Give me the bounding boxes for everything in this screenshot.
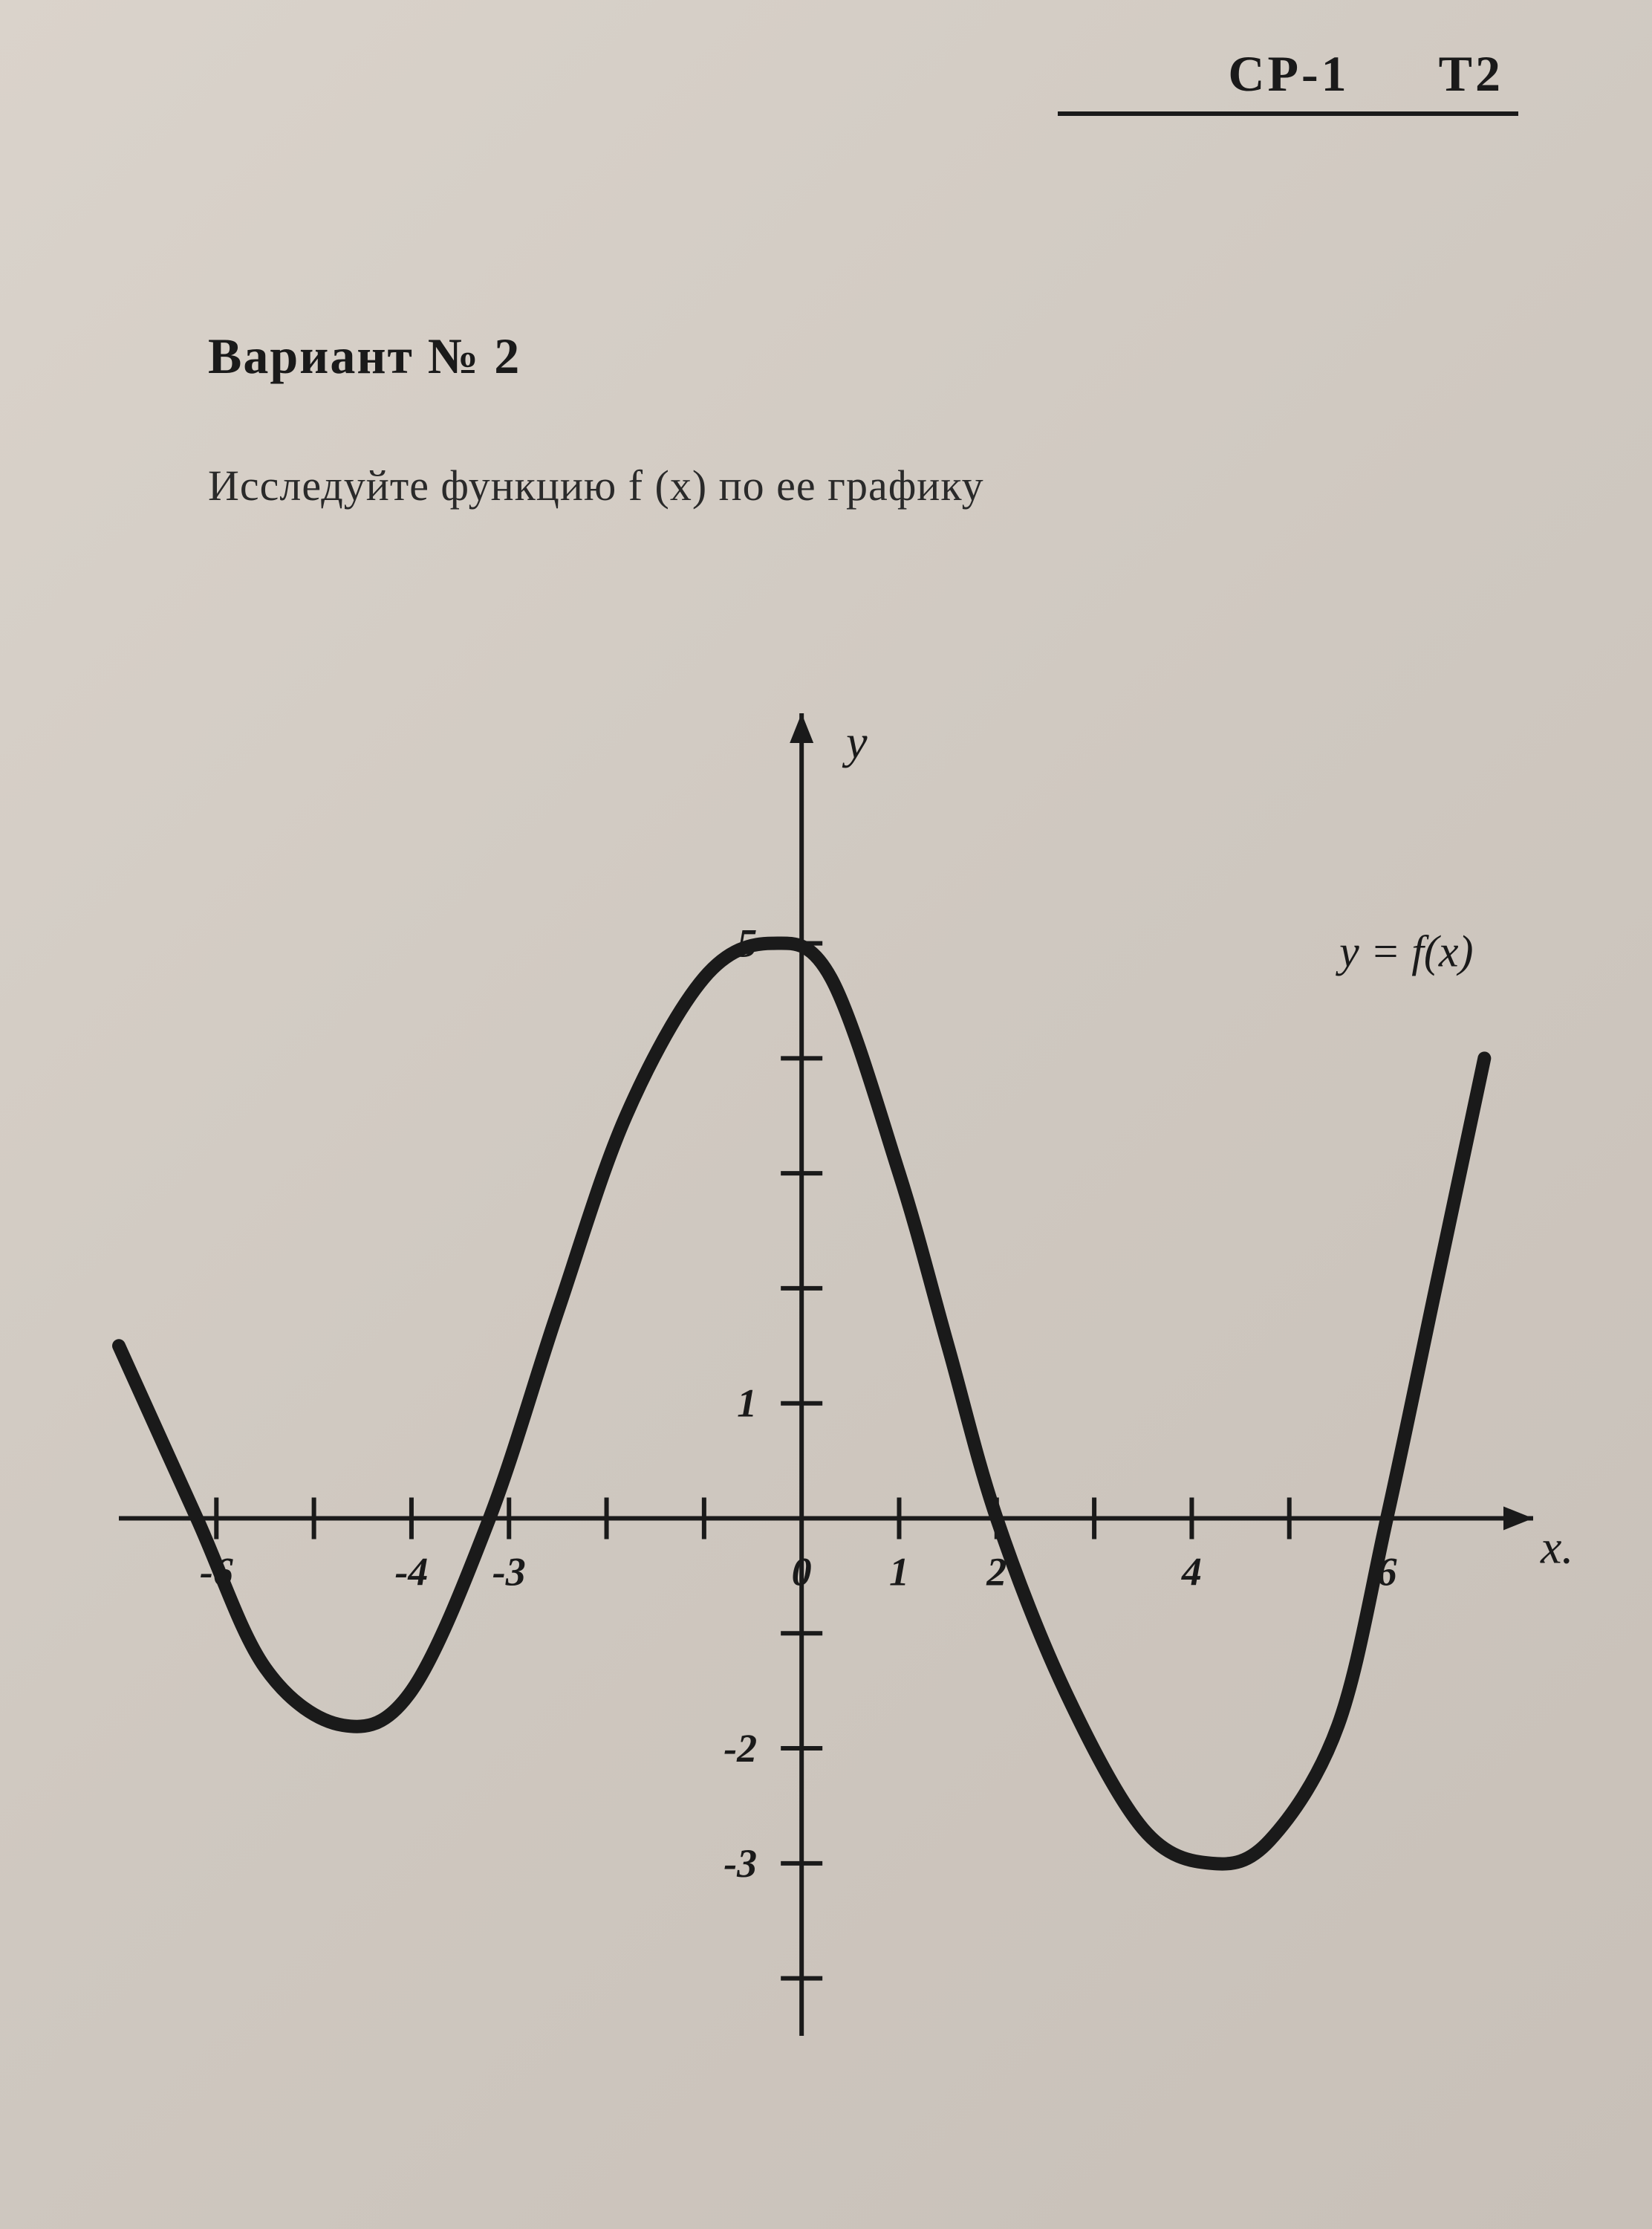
worksheet-page: СР-1 Т2 Вариант № 2 Исследуйте функцию f… — [0, 0, 1652, 2229]
svg-text:1: 1 — [889, 1549, 909, 1594]
svg-text:1: 1 — [737, 1381, 757, 1426]
svg-text:y = f(x): y = f(x) — [1335, 927, 1473, 976]
svg-text:-3: -3 — [492, 1549, 526, 1594]
header-right-label: Т2 — [1439, 45, 1503, 103]
svg-text:-2: -2 — [723, 1726, 757, 1771]
svg-text:4: 4 — [1181, 1549, 1202, 1594]
svg-text:-4: -4 — [394, 1549, 428, 1594]
svg-text:y: y — [842, 716, 868, 768]
variant-title: Вариант № 2 — [208, 327, 521, 386]
header-labels: СР-1 Т2 — [1228, 45, 1503, 103]
svg-text:-3: -3 — [723, 1841, 757, 1886]
header-left-label: СР-1 — [1228, 45, 1349, 103]
header-underline — [1058, 111, 1518, 116]
function-chart: 01246-6-4-315-3-2yx.y = f(x) — [74, 669, 1578, 2080]
svg-text:0: 0 — [792, 1549, 812, 1594]
instruction-text: Исследуйте функцию f (x) по ее графику — [208, 461, 984, 510]
chart-svg: 01246-6-4-315-3-2yx.y = f(x) — [74, 669, 1578, 2080]
svg-text:x.: x. — [1540, 1520, 1573, 1573]
